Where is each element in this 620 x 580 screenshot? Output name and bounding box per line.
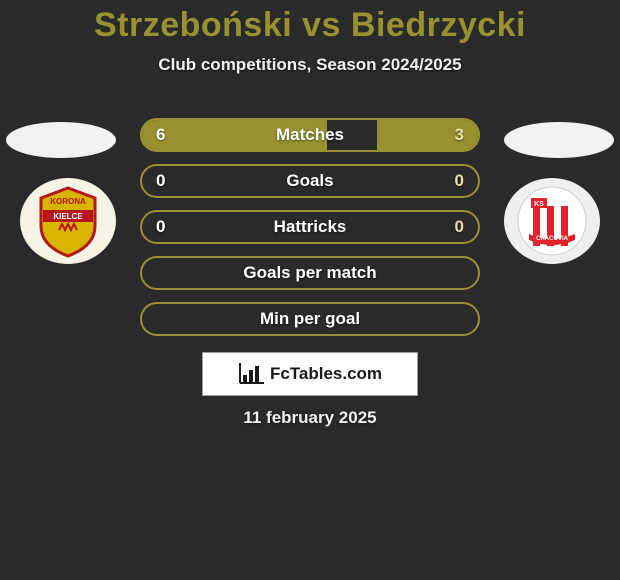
stat-value-right: 3 [455,125,464,145]
page-title: Strzeboński vs Biedrzycki [0,6,620,45]
club-crest-left: KORONA KIELCE [20,178,116,264]
date-text: 11 february 2025 [0,408,620,428]
stat-value-right: 0 [455,171,464,191]
stat-row: 6 Matches 3 [140,118,480,152]
stat-label: Hattricks [274,217,347,237]
stat-label: Goals [286,171,333,191]
stats-list: 6 Matches 3 0 Goals 0 0 Hattricks 0 Goals per mat… [140,118,480,348]
bar-chart-icon [238,363,264,385]
stat-value-left: 0 [156,217,165,237]
svg-text:CRACOVIA: CRACOVIA [536,236,569,242]
stat-row: 0 Goals 0 [140,164,480,198]
comparison-card: Strzeboński vs Biedrzycki Club competiti… [0,0,620,580]
stat-row: Goals per match [140,256,480,290]
stat-value-left: 0 [156,171,165,191]
svg-text:KIELCE: KIELCE [53,212,83,221]
brand-text: FcTables.com [270,364,382,384]
player-right-avatar-placeholder [504,122,614,158]
page-subtitle: Club competitions, Season 2024/2025 [0,55,620,75]
stat-row: Min per goal [140,302,480,336]
svg-text:KORONA: KORONA [50,197,86,206]
stat-row: 0 Hattricks 0 [140,210,480,244]
player-left-avatar-placeholder [6,122,116,158]
cracovia-crest-icon: KS CRACOVIA [513,182,591,260]
stat-label: Goals per match [243,263,376,283]
brand-box: FcTables.com [202,352,418,396]
stat-label: Matches [276,125,344,145]
stat-value-right: 0 [455,217,464,237]
stat-value-left: 6 [156,125,165,145]
korona-kielce-crest-icon: KORONA KIELCE [29,182,107,260]
stat-label: Min per goal [260,309,360,329]
club-crest-right: KS CRACOVIA [504,178,600,264]
svg-text:KS: KS [534,201,544,208]
